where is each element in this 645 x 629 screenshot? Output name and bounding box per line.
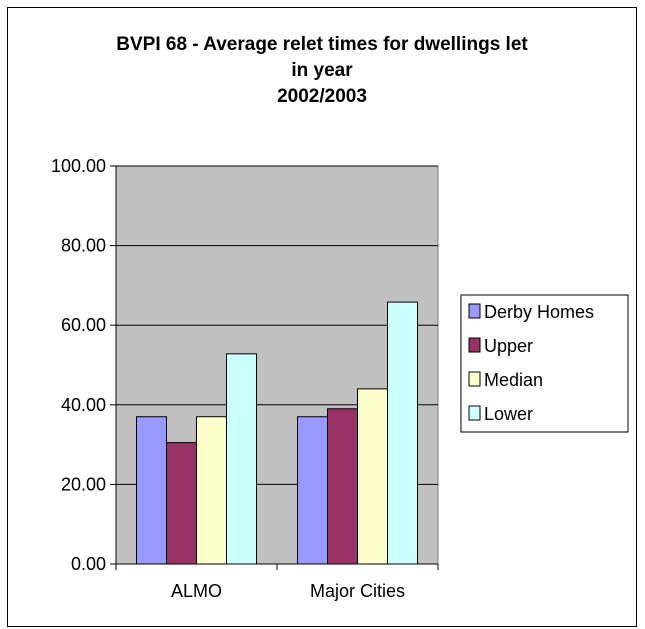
legend-label: Lower [484, 404, 533, 424]
x-tick-label: ALMO [171, 581, 222, 601]
chart-title-line-3: 2002/2003 [277, 86, 367, 107]
y-tick-label: 20.00 [61, 474, 106, 494]
bar-derby-homes-major-cities [297, 416, 328, 565]
bar-lower-almo [226, 353, 257, 565]
bar-upper-major-cities [327, 408, 358, 565]
y-axis-tick-labels: 0.00 20.00 40.00 60.00 80.00 100.00 [51, 156, 106, 574]
legend-label: Upper [484, 336, 533, 356]
bars [136, 301, 418, 565]
y-tick-label: 60.00 [61, 315, 106, 335]
axes [110, 165, 439, 570]
legend-swatch [468, 405, 481, 421]
y-tick-label: 100.00 [51, 156, 106, 176]
bar-derby-homes-almo [136, 416, 167, 565]
bar-median-almo [196, 416, 227, 565]
bar-lower-major-cities [387, 301, 418, 565]
chart-title-line-2: in year [291, 60, 353, 81]
legend-label: Median [484, 370, 543, 390]
x-tick-label: Major Cities [310, 581, 405, 601]
legend-box [460, 294, 629, 433]
legend-swatch [468, 371, 481, 387]
x-axis-tick-labels: ALMO Major Cities [171, 581, 405, 601]
y-tick-label: 80.00 [61, 236, 106, 256]
legend: Derby Homes Upper Median Lower [460, 294, 629, 433]
legend-swatch [468, 303, 481, 319]
y-tick-label: 40.00 [61, 395, 106, 415]
y-tick-label: 0.00 [71, 554, 106, 574]
legend-label: Derby Homes [484, 302, 594, 322]
bar-median-major-cities [357, 388, 388, 565]
chart-title: BVPI 68 - Average relet times for dwelli… [116, 34, 528, 107]
chart-title-line-1: BVPI 68 - Average relet times for dwelli… [116, 34, 528, 55]
bar-upper-almo [166, 442, 197, 565]
legend-swatch [468, 337, 481, 353]
